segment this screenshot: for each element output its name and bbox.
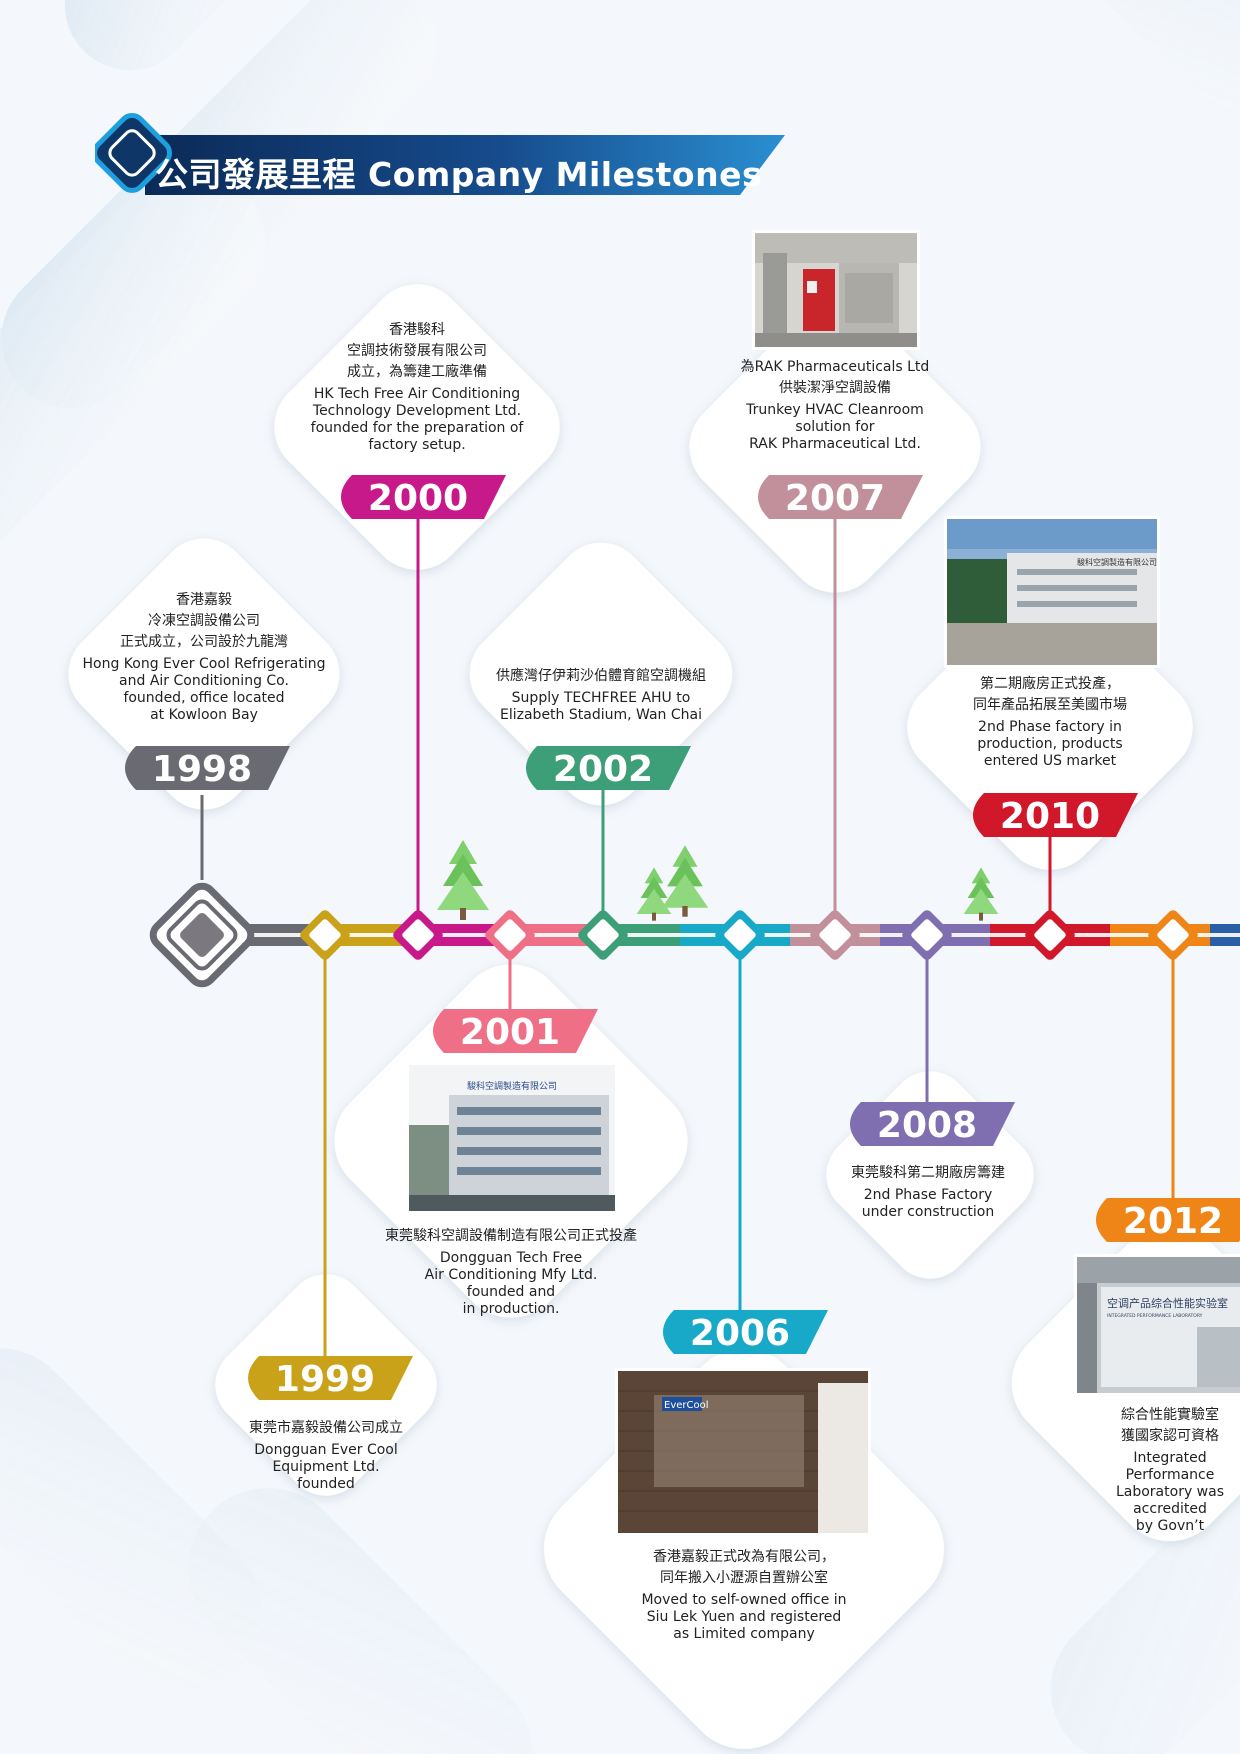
timeline-node-2006 <box>715 910 765 960</box>
year-tag-2001: 2001 <box>433 1009 598 1053</box>
milestone-zh-2007: 為RAK Pharmaceuticals Ltd 供裝潔淨空調設備 <box>740 359 930 396</box>
year-label-1998: 1998 <box>152 749 252 790</box>
milestone-card-2008: 東莞駿科第二期廠房籌建 2nd Phase Factory under cons… <box>828 1163 1028 1221</box>
photo-2006-sign: EverCool <box>664 1400 709 1411</box>
milestone-zh-2010: 第二期廠房正式投產， 同年產品拓展至美國市場 <box>973 676 1127 713</box>
year-tag-2010: 2010 <box>973 793 1138 837</box>
milestone-en-2007: Trunkey HVAC Cleanroom solution for RAK … <box>746 402 924 452</box>
milestone-card-2002: 供應灣仔伊莉沙伯體育館空調機組 Supply TECHFREE AHU to E… <box>476 666 726 724</box>
photo-2010-sign: 駿科空調製造有限公司 <box>1077 557 1157 567</box>
year-tag-2002: 2002 <box>526 746 691 790</box>
timeline-node-2001 <box>485 910 535 960</box>
milestone-zh-1999: 東莞市嘉毅設備公司成立 <box>249 1420 403 1436</box>
year-tag-2007: 2007 <box>758 475 923 519</box>
year-tag-2012: 2012 <box>1096 1198 1240 1242</box>
photo-2010-factory: 駿科空調製造有限公司 <box>944 516 1160 668</box>
tree-icon <box>963 867 999 921</box>
milestone-en-2008: 2nd Phase Factory under construction <box>861 1187 995 1220</box>
tree-icon <box>437 840 489 920</box>
milestone-en-2006: Moved to self-owned office in Siu Lek Yu… <box>641 1592 847 1642</box>
milestone-card-2010: 第二期廠房正式投產， 同年產品拓展至美國市場 2nd Phase factory… <box>940 674 1160 770</box>
milestone-card-2012: 綜合性能實驗室 獲國家認可資格 Integrated Performance L… <box>1100 1405 1240 1535</box>
year-label-2002: 2002 <box>553 749 653 790</box>
year-tag-2008: 2008 <box>850 1102 1015 1146</box>
card-bg-1998 <box>68 538 340 810</box>
photo-2001-building: 駿科空調製造有限公司 <box>406 1062 618 1214</box>
year-label-2000: 2000 <box>368 478 468 519</box>
milestone-zh-2008: 東莞駿科第二期廠房籌建 <box>851 1165 1005 1181</box>
milestone-en-2012: Integrated Performance Laboratory was ac… <box>1115 1450 1225 1534</box>
page-title: 公司發展里程 Company Milestones <box>155 155 763 194</box>
year-label-2001: 2001 <box>460 1012 560 1053</box>
year-tags: 1998 1999 2000 2001 2002 2006 2007 2008 2010 2012 <box>125 475 1240 1400</box>
year-tag-2000: 2000 <box>341 475 506 519</box>
milestone-zh-2006: 香港嘉毅正式改為有限公司， 同年搬入小瀝源自置辦公室 <box>653 1549 835 1586</box>
year-tag-1998: 1998 <box>125 746 290 790</box>
milestone-card-2000: 香港駿科 空調技術發展有限公司 成立，為籌建工廠準備 HK Tech Free … <box>297 320 537 454</box>
card-bg-2002 <box>469 542 733 806</box>
milestone-en-2001: Dongguan Tech Free Air Conditioning Mfy … <box>424 1250 598 1317</box>
timeline-nodes <box>149 882 1198 988</box>
photo-2012-sign: 空调产品综合性能实验室 <box>1107 1296 1228 1310</box>
timeline-connectors <box>200 517 1175 1358</box>
photo-2012-laboratory: 空调产品综合性能实验室 INTEGRATED PERFORMANCE LABOR… <box>1074 1254 1240 1396</box>
photo-2007-cleanroom <box>752 230 920 350</box>
photo-2006-office: EverCool <box>615 1368 871 1536</box>
timeline-node-2008 <box>902 910 952 960</box>
milestone-en-1999: Dongguan Ever Cool Equipment Ltd. founde… <box>254 1442 398 1492</box>
year-label-2008: 2008 <box>877 1105 977 1146</box>
milestone-card-2001: 東莞駿科空調設備制造有限公司正式投產 Dongguan Tech Free Ai… <box>356 1226 666 1318</box>
milestone-en-2000: HK Tech Free Air Conditioning Technology… <box>310 386 524 453</box>
year-tag-1999: 1999 <box>248 1356 413 1400</box>
tree-icon <box>661 845 709 917</box>
milestone-zh-2002: 供應灣仔伊莉沙伯體育館空調機組 <box>496 668 706 684</box>
timeline-node-1999 <box>300 910 350 960</box>
timeline-node-2012 <box>1148 910 1198 960</box>
year-label-2010: 2010 <box>1000 796 1100 837</box>
milestone-card-1998: 香港嘉毅 冷凍空調設備公司 正式成立，公司設於九龍灣 Hong Kong Eve… <box>79 590 329 724</box>
timeline-node-2002 <box>578 910 628 960</box>
milestone-en-1998: Hong Kong Ever Cool Refrigerating and Ai… <box>82 656 326 723</box>
card-bg-2007 <box>689 301 981 593</box>
year-label-2007: 2007 <box>785 478 885 519</box>
milestone-card-2007: 為RAK Pharmaceuticals Ltd 供裝潔淨空調設備 Trunke… <box>720 357 950 453</box>
timeline-node-2007 <box>810 910 860 960</box>
milestone-zh-2001: 東莞駿科空調設備制造有限公司正式投產 <box>385 1228 637 1244</box>
milestone-zh-2000: 香港駿科 空調技術發展有限公司 成立，為籌建工廠準備 <box>347 322 487 380</box>
year-label-1999: 1999 <box>275 1359 375 1400</box>
milestone-en-2010: 2nd Phase factory in production, product… <box>977 719 1123 769</box>
milestone-zh-2012: 綜合性能實驗室 獲國家認可資格 <box>1121 1407 1219 1444</box>
tree-icon <box>636 867 672 921</box>
timeline-node-2000 <box>393 910 443 960</box>
timeline-node-2010 <box>1025 910 1075 960</box>
year-label-2006: 2006 <box>690 1313 790 1354</box>
photo-2001-sign: 駿科空調製造有限公司 <box>467 1080 557 1092</box>
start-node-1998 <box>149 882 255 988</box>
milestone-card-2006: 香港嘉毅正式改為有限公司， 同年搬入小瀝源自置辦公室 Moved to self… <box>614 1547 874 1643</box>
header-banner <box>95 112 785 195</box>
photo-2012-sign-en: INTEGRATED PERFORMANCE LABORATORY <box>1107 1313 1203 1319</box>
milestone-en-2002: Supply TECHFREE AHU to Elizabeth Stadium… <box>500 690 702 723</box>
milestone-card-1999: 東莞市嘉毅設備公司成立 Dongguan Ever Cool Equipment… <box>226 1418 426 1493</box>
year-tag-2006: 2006 <box>663 1310 828 1354</box>
banner-diamond-icon <box>95 112 173 193</box>
year-label-2012: 2012 <box>1123 1201 1223 1242</box>
milestone-zh-1998: 香港嘉毅 冷凍空調設備公司 正式成立，公司設於九龍灣 <box>120 592 288 650</box>
